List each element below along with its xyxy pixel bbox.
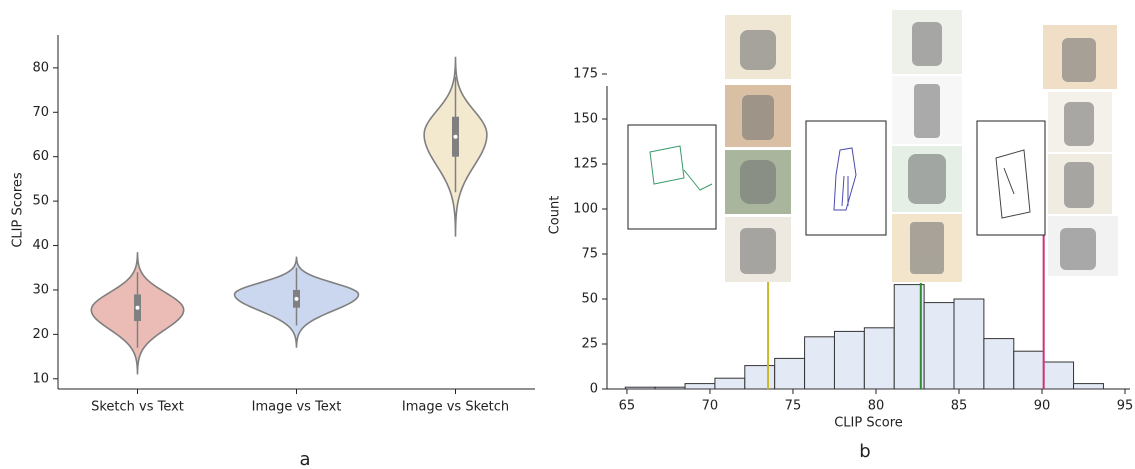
sketch-frame xyxy=(977,121,1045,235)
y-tick-label: 80 xyxy=(32,60,49,75)
sketch-frame xyxy=(806,121,886,235)
bar xyxy=(625,387,655,389)
bar xyxy=(834,331,864,389)
x-tick-label: Image vs Text xyxy=(252,400,342,415)
median xyxy=(295,297,299,301)
y-tick-label: 30 xyxy=(32,282,49,297)
x-axis-label: CLIP Score xyxy=(834,416,903,431)
x-tick-label: 95 xyxy=(1117,399,1134,414)
y-tick-label: 175 xyxy=(573,67,598,82)
sketch-frame xyxy=(628,125,716,229)
bar xyxy=(775,358,805,389)
y-tick-label: 40 xyxy=(32,238,49,253)
y-tick-label: 150 xyxy=(573,112,598,127)
x-tick-label: 75 xyxy=(785,399,802,414)
y-tick-label: 25 xyxy=(581,337,598,352)
y-tick-label: 0 xyxy=(590,382,598,397)
bar xyxy=(984,339,1014,389)
panel-label: b xyxy=(859,441,870,462)
x-tick-label: Image vs Sketch xyxy=(402,400,509,415)
y-tick-label: 60 xyxy=(32,149,49,164)
bar xyxy=(715,378,745,389)
y-tick-label: 10 xyxy=(32,371,49,386)
bar xyxy=(655,387,685,389)
y-tick-label: 100 xyxy=(573,202,598,217)
x-tick-label: 65 xyxy=(619,399,636,414)
bar xyxy=(745,366,775,389)
x-tick-label: 70 xyxy=(702,399,719,414)
x-tick-label: 80 xyxy=(868,399,885,414)
bar xyxy=(954,299,984,389)
figure: 10 20 30 40 50 60 70 80 CLIP Scores a Sketch vs Te… xyxy=(0,0,1135,469)
panel-label: a xyxy=(299,449,310,469)
x-tick-label: Sketch vs Text xyxy=(91,400,184,415)
y-tick-label: 50 xyxy=(581,292,598,307)
bar xyxy=(1014,351,1044,389)
bar xyxy=(894,285,924,389)
bar xyxy=(1044,362,1074,389)
median xyxy=(136,306,140,310)
bar xyxy=(864,328,894,389)
y-axis-label: Count xyxy=(548,196,563,235)
x-tick-label: 85 xyxy=(951,399,968,414)
bar xyxy=(685,384,715,389)
y-tick-label: 70 xyxy=(32,105,49,120)
x-tick-label: 90 xyxy=(1034,399,1051,414)
y-tick-label: 125 xyxy=(573,157,598,172)
bar xyxy=(1074,384,1104,389)
bar xyxy=(805,337,835,389)
y-tick-label: 50 xyxy=(32,194,49,209)
y-axis-label: CLIP Scores xyxy=(11,172,26,248)
median xyxy=(454,135,458,139)
y-tick-label: 20 xyxy=(32,327,49,342)
y-tick-label: 75 xyxy=(581,247,598,262)
bar xyxy=(924,303,954,389)
